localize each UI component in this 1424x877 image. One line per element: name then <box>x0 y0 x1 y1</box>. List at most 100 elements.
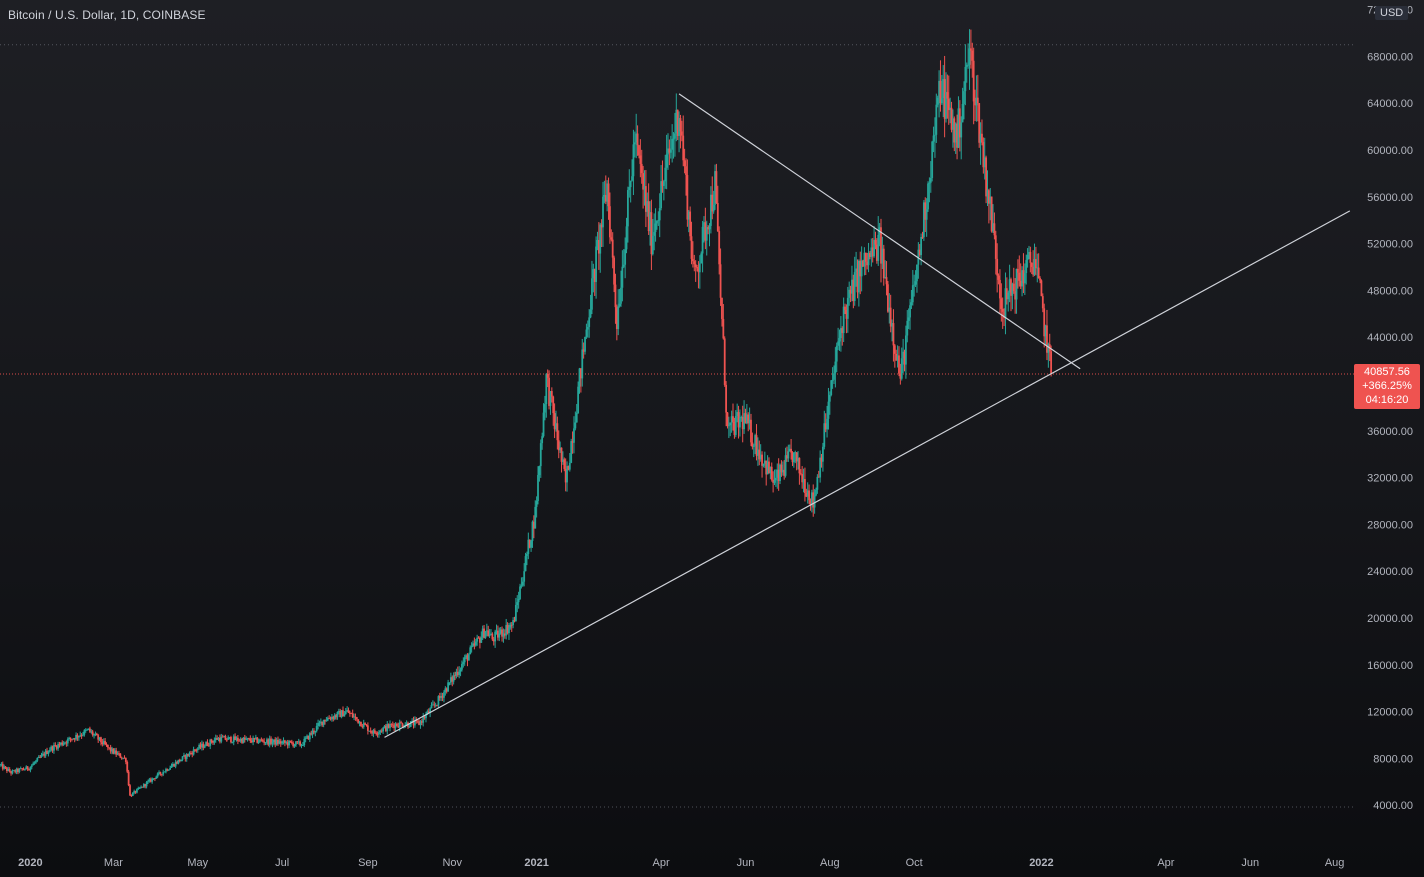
candle-body <box>180 759 183 762</box>
candle-body <box>145 782 148 787</box>
candle-body <box>326 718 329 721</box>
candle-body <box>985 157 988 197</box>
candle-body <box>512 620 515 626</box>
price-tick-label: 8000.00 <box>1373 753 1413 765</box>
candle-body <box>274 739 277 745</box>
candle-body <box>953 118 956 143</box>
candle-body <box>972 60 975 102</box>
candle-body <box>589 309 592 318</box>
candle-body <box>214 737 217 741</box>
candle-body <box>687 211 690 220</box>
candle-body <box>201 743 203 748</box>
time-axis[interactable]: 2020 Mar May Jul Sep Nov 2021 Apr Jun Aug Oct 2022 A… <box>18 857 1344 869</box>
candle-body <box>371 731 373 734</box>
candle-body <box>329 718 332 720</box>
candle-body <box>127 771 130 786</box>
candle-body <box>209 739 212 746</box>
price-change-percent: +366.25% <box>1362 380 1412 392</box>
candle-body <box>337 711 340 713</box>
candle-body <box>638 145 640 156</box>
candle-body <box>369 730 372 732</box>
candle-body <box>314 730 317 733</box>
candle-body <box>373 730 376 733</box>
candle-body <box>582 349 585 352</box>
currency-badge[interactable]: USD <box>1375 6 1409 20</box>
candle-body <box>166 769 169 771</box>
candle-body <box>263 741 266 743</box>
candle-body <box>639 155 642 164</box>
candle-body <box>448 682 451 684</box>
candle-body <box>708 225 711 230</box>
candle-body <box>91 731 94 736</box>
candle-body <box>859 260 862 277</box>
candle-body <box>260 739 263 741</box>
bar-countdown: 04:16:20 <box>1365 394 1409 406</box>
candle-body <box>437 696 440 706</box>
candle-body <box>604 195 607 202</box>
candle-body <box>581 349 584 379</box>
price-axis[interactable]: 72000.0068000.0064000.0060000.0056000.00… <box>1367 5 1413 813</box>
candle-body <box>517 599 520 603</box>
candle-body <box>19 768 22 770</box>
candle-body <box>245 739 248 741</box>
candle-body <box>712 204 715 212</box>
candle-body <box>501 629 503 637</box>
candle-body <box>852 279 855 302</box>
candle-body <box>389 724 391 728</box>
candle-body <box>1014 291 1017 300</box>
candle-body <box>351 713 354 718</box>
candle-body <box>234 736 237 741</box>
candle-body <box>837 341 840 346</box>
candle-body <box>842 306 845 334</box>
candle-body <box>106 744 109 748</box>
candle-body <box>496 630 499 638</box>
candle-body <box>792 452 795 463</box>
candle-body <box>461 663 463 670</box>
candle-body <box>286 742 289 746</box>
candle-body <box>431 704 434 706</box>
candle-body <box>704 222 707 241</box>
candle-body <box>891 323 893 327</box>
candle-body <box>701 226 704 254</box>
symbol-title: Bitcoin / U.S. Dollar, 1D, COINBASE <box>8 8 206 22</box>
candle-body <box>499 629 502 634</box>
candle-body <box>1007 292 1010 300</box>
candle-body <box>268 738 271 745</box>
candle-body <box>971 50 974 61</box>
candle-body <box>418 721 420 725</box>
candle-body <box>906 320 909 336</box>
candle-body <box>58 744 61 745</box>
candle-body <box>1034 259 1037 269</box>
candle-body <box>160 773 163 775</box>
candle-body <box>542 412 545 437</box>
candle-body <box>877 234 880 261</box>
candle-body <box>570 441 573 463</box>
candle-body <box>28 769 30 771</box>
time-tick-label: 2020 <box>18 857 42 869</box>
candle-body <box>7 768 10 772</box>
candle-body <box>231 742 234 743</box>
candle-body <box>46 750 48 754</box>
candle-body <box>628 187 631 191</box>
candle-body <box>445 688 448 692</box>
candle-body <box>680 131 683 136</box>
candle-body <box>325 720 328 722</box>
candle-body <box>747 414 750 424</box>
candle-body <box>624 249 627 265</box>
candle-body <box>617 306 620 330</box>
candle-body <box>307 735 310 740</box>
candle-body <box>102 741 105 745</box>
candle-body <box>809 500 812 506</box>
candle-body <box>315 725 318 731</box>
candle-body <box>698 263 701 273</box>
candle-body <box>386 724 389 731</box>
candle-body <box>574 422 577 429</box>
candle-body <box>313 730 315 733</box>
candle-body <box>808 490 810 501</box>
candle-body <box>346 710 349 712</box>
candle-body <box>212 742 214 743</box>
candle-body <box>434 704 437 706</box>
candle-body <box>726 412 729 427</box>
